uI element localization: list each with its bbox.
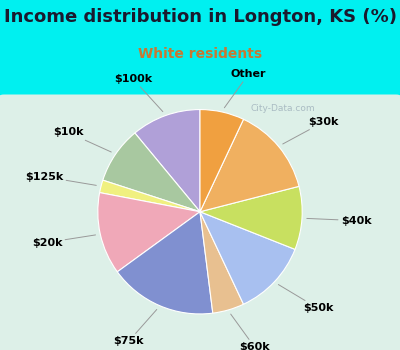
Wedge shape — [103, 133, 200, 212]
Text: $50k: $50k — [278, 285, 333, 313]
Wedge shape — [200, 110, 244, 212]
Text: $75k: $75k — [114, 309, 157, 346]
Wedge shape — [200, 119, 299, 212]
Wedge shape — [200, 186, 302, 249]
Text: $60k: $60k — [231, 314, 270, 350]
Text: White residents: White residents — [138, 47, 262, 61]
Wedge shape — [135, 110, 200, 212]
Wedge shape — [100, 180, 200, 212]
Text: $10k: $10k — [53, 127, 111, 152]
Wedge shape — [98, 193, 200, 272]
Text: $125k: $125k — [25, 172, 96, 186]
Wedge shape — [117, 212, 213, 314]
Text: $40k: $40k — [307, 216, 371, 226]
Text: Other: Other — [224, 69, 266, 108]
Wedge shape — [200, 212, 244, 313]
Text: Income distribution in Longton, KS (%): Income distribution in Longton, KS (%) — [4, 8, 396, 27]
Text: City-Data.com: City-Data.com — [250, 104, 315, 113]
Text: $100k: $100k — [114, 74, 163, 112]
Text: $30k: $30k — [283, 117, 339, 144]
Text: $20k: $20k — [32, 235, 96, 247]
Wedge shape — [200, 212, 295, 304]
